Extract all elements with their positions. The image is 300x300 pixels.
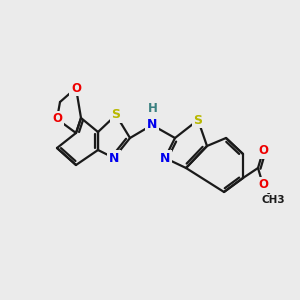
Text: CH3: CH3 xyxy=(261,195,285,205)
Text: N: N xyxy=(160,152,170,164)
Text: H: H xyxy=(148,103,158,116)
Text: N: N xyxy=(109,152,119,164)
Text: O: O xyxy=(258,145,268,158)
Text: S: S xyxy=(112,109,121,122)
Text: O: O xyxy=(52,112,62,125)
Text: N: N xyxy=(147,118,157,131)
Text: O: O xyxy=(71,82,81,94)
Text: S: S xyxy=(194,113,202,127)
Text: O: O xyxy=(258,178,268,191)
